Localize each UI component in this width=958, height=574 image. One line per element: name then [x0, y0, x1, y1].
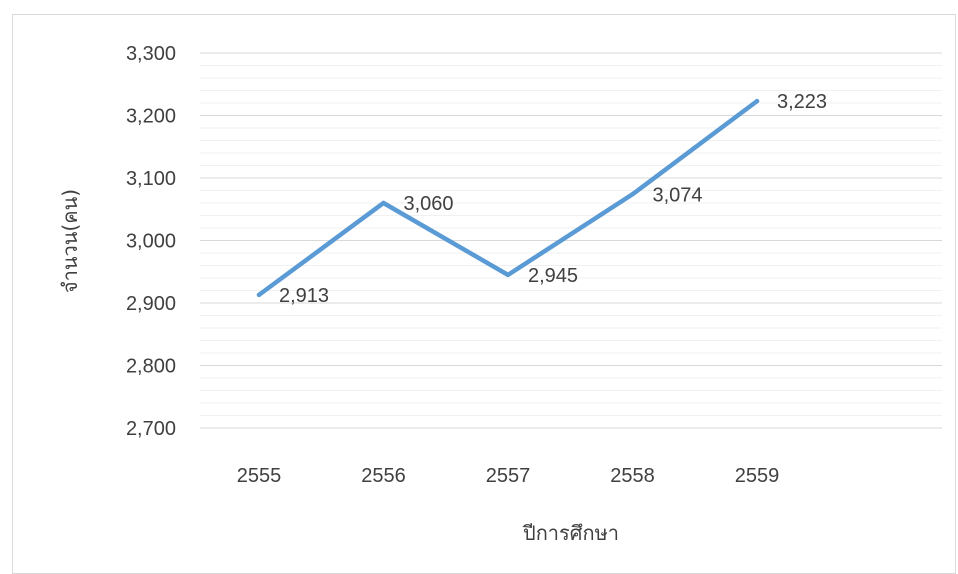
y-tick-label: 2,700 — [126, 418, 176, 440]
data-label: 3,074 — [653, 184, 703, 206]
y-tick-label: 3,100 — [126, 168, 176, 190]
data-point — [754, 98, 760, 104]
grid-lines — [200, 52, 942, 429]
data-point — [381, 200, 386, 206]
data-label: 3,060 — [404, 193, 454, 215]
data-point — [256, 292, 262, 298]
x-tick-label: 2559 — [735, 465, 780, 487]
x-tick-label: 2558 — [610, 465, 655, 487]
chart-frame — [12, 14, 956, 574]
x-tick-label: 2557 — [486, 465, 531, 487]
data-point — [630, 192, 635, 197]
y-axis-title: จำนวน(คน) — [58, 189, 82, 293]
y-tick-label: 2,900 — [126, 293, 176, 315]
y-tick-label: 3,200 — [126, 106, 176, 128]
line-chart: 2,700 2,800 2,900 3,000 3,100 3,200 3,300 2555… — [58, 43, 942, 545]
x-tick-label: 2556 — [361, 465, 406, 487]
data-label: 2,945 — [528, 265, 578, 287]
series-line — [256, 98, 760, 298]
y-tick-label: 3,300 — [126, 43, 176, 65]
y-axis-ticks: 2,700 2,800 2,900 3,000 3,100 3,200 3,300 — [126, 43, 176, 440]
x-axis-ticks: 2555 2556 2557 2558 2559 — [237, 465, 780, 487]
data-label: 2,913 — [279, 285, 329, 307]
x-axis-title: ปีการศึกษา — [523, 521, 619, 545]
y-tick-label: 3,000 — [126, 231, 176, 253]
data-labels: 2,913 3,060 2,945 3,074 3,223 — [279, 91, 827, 307]
x-tick-label: 2555 — [237, 465, 282, 487]
y-tick-label: 2,800 — [126, 356, 176, 378]
data-label: 3,223 — [777, 91, 827, 113]
data-point — [505, 272, 511, 278]
